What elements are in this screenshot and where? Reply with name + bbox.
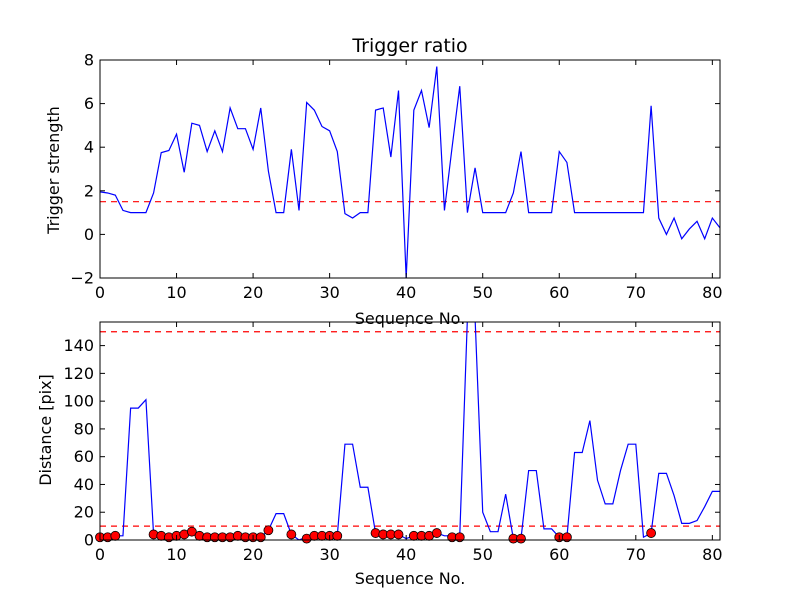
y-tick-label: 40 [74,475,94,494]
x-tick-label: 40 [396,283,416,302]
x-tick-label: 0 [95,283,105,302]
x-tick-label: 80 [702,545,722,564]
y-tick-label: 120 [63,364,94,383]
y-tick-label: 140 [63,336,94,355]
x-axis-label: Sequence No. [355,309,466,328]
x-tick-label: 80 [702,283,722,302]
data-point-marker [110,530,121,541]
x-axis-label: Sequence No. [355,569,466,588]
y-tick-label: 8 [84,51,94,70]
x-tick-label: 30 [319,545,339,564]
y-tick-label: 80 [74,419,94,438]
series-line [100,66,720,278]
x-tick-label: 10 [166,283,186,302]
plot-frame [99,59,721,279]
data-point-marker [431,528,442,538]
data-point-marker [332,530,343,541]
x-tick-label: 50 [473,283,493,302]
x-tick-label: 40 [396,545,416,564]
y-axis-label: Trigger strength [44,106,63,235]
x-tick-label: 70 [626,283,646,302]
data-point-marker [286,529,297,540]
data-point-marker [454,532,465,543]
x-tick-label: 0 [95,545,105,564]
y-tick-label: 6 [84,94,94,113]
data-point-marker [186,526,197,537]
data-point-marker [255,532,266,543]
x-tick-label: 50 [473,545,493,564]
plot-frame [99,321,721,541]
y-tick-label: 4 [84,138,94,157]
x-tick-label: 20 [243,545,263,564]
y-tick-label: 20 [74,503,94,522]
data-point-marker [562,532,572,543]
y-axis-label: Distance [pix] [36,374,55,486]
y-tick-label: 2 [84,181,94,200]
y-tick-label: −2 [70,269,94,288]
data-point-marker [263,525,274,536]
x-tick-label: 20 [243,283,263,302]
x-tick-label: 70 [626,545,646,564]
y-tick-label: 0 [84,225,94,244]
distance-panel: Sequence No. Distance [pix] 0 10 20 30 40 50 6… [36,321,723,588]
series-line [100,322,720,540]
trigger-ratio-panel: Trigger ratio Sequence No. Trigger stren… [44,35,723,328]
data-point-marker [646,528,657,538]
x-tick-label: 60 [549,545,569,564]
data-point-marker [516,533,526,544]
x-tick-label: 10 [166,545,186,564]
y-tick-label: 100 [63,392,94,411]
y-tick-label: 0 [84,531,94,550]
x-tick-label: 30 [319,283,339,302]
y-tick-label: 60 [74,447,94,466]
data-point-marker [393,529,404,540]
chart-title: Trigger ratio [351,35,467,57]
x-tick-label: 60 [549,283,569,302]
